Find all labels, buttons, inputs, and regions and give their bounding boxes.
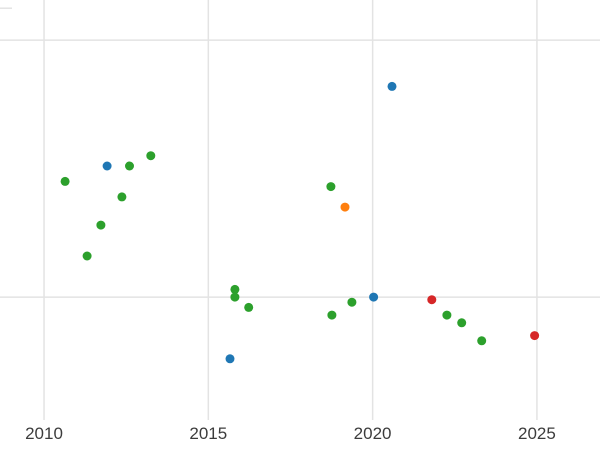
points-layer: [60, 81, 540, 364]
x-tick-label: 2025: [518, 424, 556, 443]
data-point-orange: [340, 202, 350, 212]
data-point-green: [125, 161, 134, 171]
data-point-green: [477, 336, 487, 346]
data-point-green: [347, 297, 357, 307]
data-point-blue: [369, 292, 379, 302]
data-point-blue: [102, 161, 112, 171]
data-point-green: [117, 192, 127, 202]
data-point-green: [60, 176, 70, 186]
data-point-green: [146, 151, 156, 161]
data-point-green: [457, 318, 467, 328]
data-point-red: [427, 295, 437, 305]
x-tick-label: 2010: [25, 424, 63, 443]
data-point-green: [244, 302, 254, 312]
data-point-blue: [387, 81, 397, 91]
data-point-green: [326, 182, 336, 192]
x-axis: 2010 2015 2020 2025: [25, 424, 556, 443]
x-tick-label: 2020: [354, 424, 392, 443]
data-point-green: [327, 310, 337, 320]
data-point-green: [82, 251, 92, 261]
x-tick-label: 2015: [189, 424, 227, 443]
data-point-red: [530, 331, 540, 341]
data-point-blue: [225, 354, 235, 364]
data-point-green: [96, 220, 106, 230]
data-point-green: [442, 310, 452, 320]
grid-layer: [0, 0, 600, 420]
data-point-green: [230, 292, 240, 302]
data-point-green: [230, 284, 240, 294]
